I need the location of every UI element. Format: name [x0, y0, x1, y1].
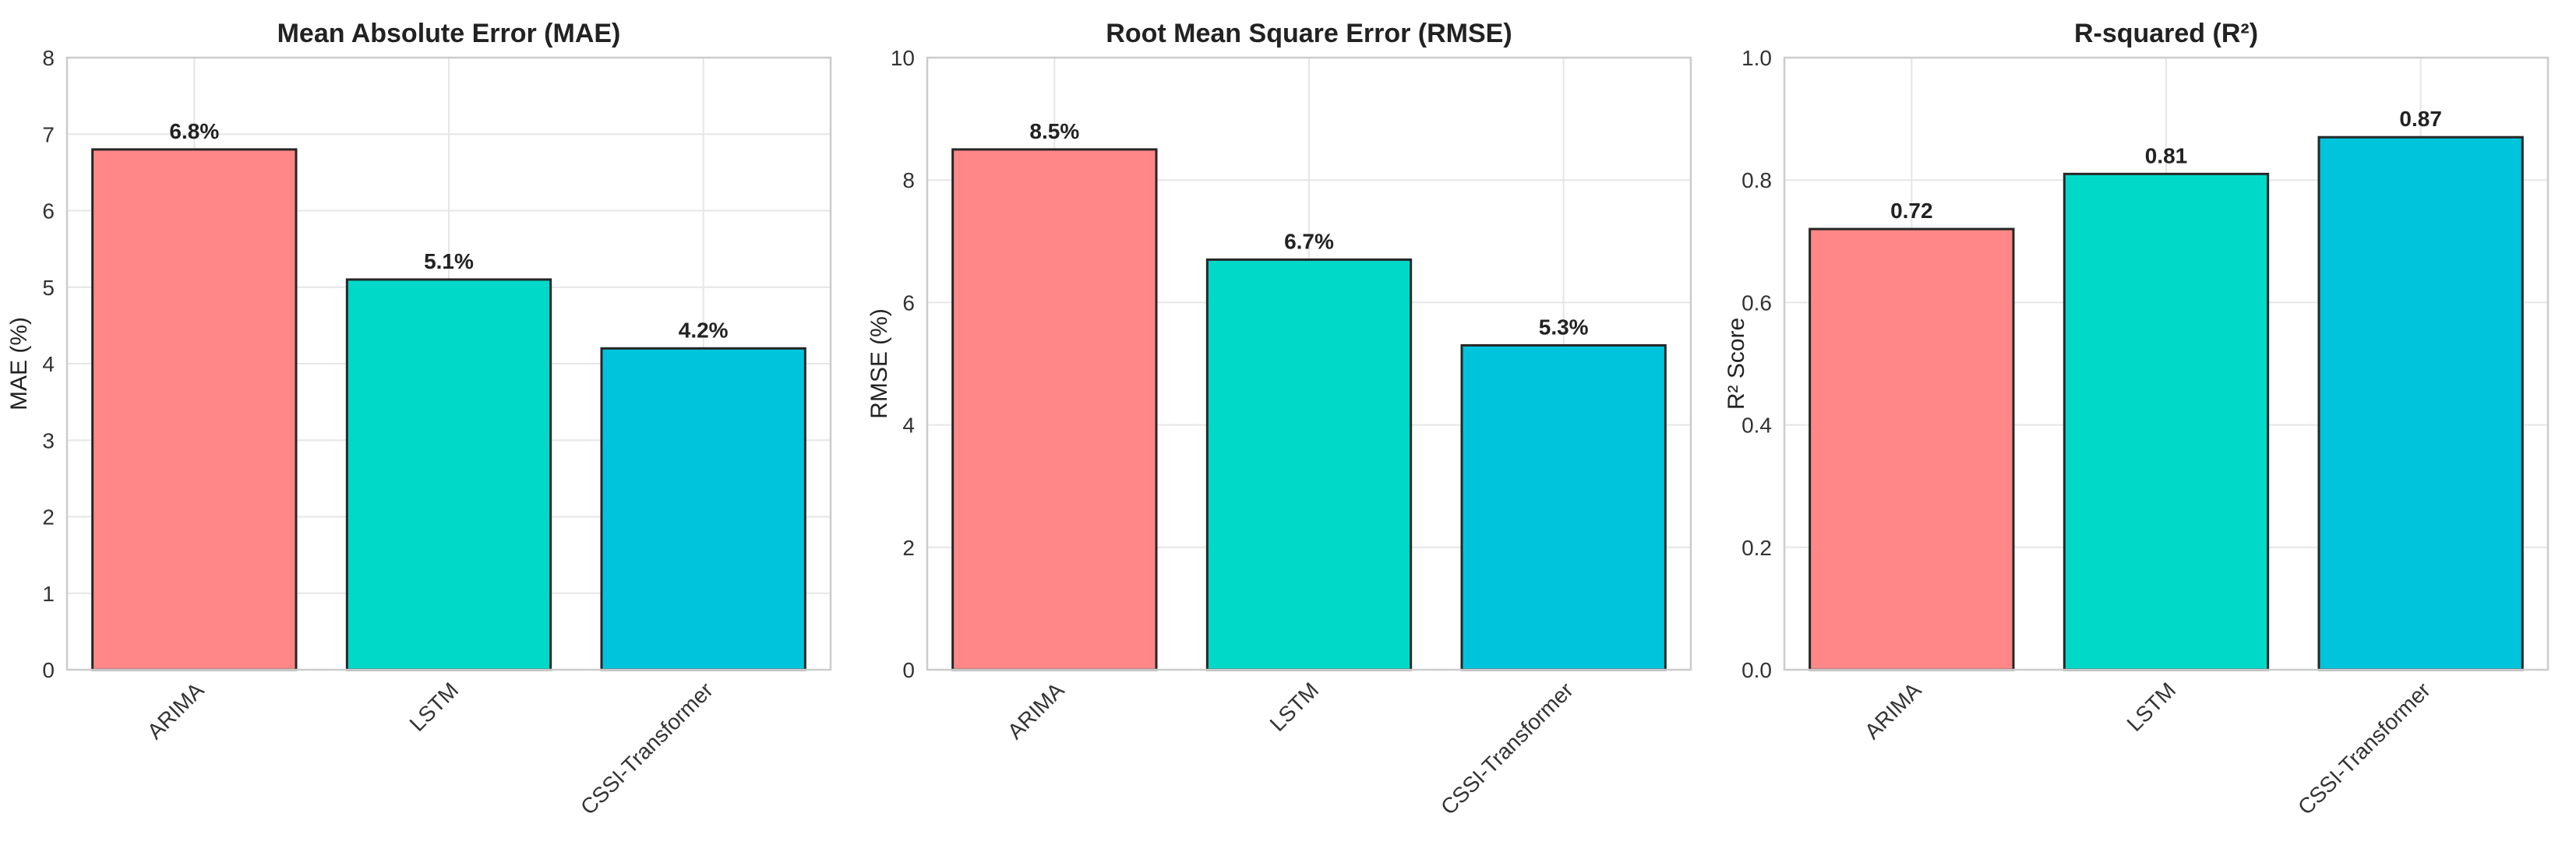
mae-ytick-label: 6	[42, 199, 55, 224]
rmse-data-label: 8.5%	[1029, 119, 1079, 143]
mae-ytick-label: 8	[42, 46, 55, 70]
rmse-chart: 8.5% 6.7% 5.3% 0 2 4 6 8 10 ARIMA LSTM CSSI-Transfo…	[866, 19, 1692, 819]
rmse-xtick-label: ARIMA	[1003, 678, 1069, 744]
r2-bar-cssi-transformer	[2317, 136, 2524, 671]
rmse-data-label: 5.3%	[1539, 315, 1589, 339]
r2-ytick-label: 0.0	[1741, 658, 1772, 682]
rmse-chart-title: Root Mean Square Error (RMSE)	[1106, 19, 1512, 48]
rmse-plot-frame	[926, 56, 1692, 671]
mae-ytick-label: 7	[42, 122, 55, 146]
mae-data-label: 5.1%	[424, 249, 474, 273]
mae-bar-arima	[91, 148, 298, 671]
r2-ytick-label: 0.2	[1741, 536, 1772, 560]
rmse-xtick-label: LSTM	[1265, 678, 1324, 736]
r2-data-label: 0.72	[1890, 199, 1933, 223]
r2-data-label: 0.87	[2399, 107, 2442, 131]
rmse-ytick-label: 8	[902, 168, 915, 192]
mae-ytick-label: 0	[42, 658, 55, 682]
mae-xtick-label: CSSI-Transformer	[576, 678, 718, 819]
r2-bar-lstm	[2063, 172, 2270, 671]
r2-ytick-label: 0.4	[1741, 414, 1772, 438]
r2-ylabel: R² Score	[1724, 318, 1749, 410]
mae-ytick-label: 3	[42, 428, 55, 452]
mae-bar-cssi-transformer	[600, 347, 806, 671]
rmse-bar-cssi-transformer	[1460, 343, 1667, 671]
rmse-ytick-label: 6	[902, 290, 915, 315]
rmse-bar-lstm	[1205, 258, 1413, 671]
mae-xtick-label: LSTM	[405, 678, 464, 736]
rmse-data-label: 6.7%	[1284, 229, 1334, 253]
rmse-ylabel: RMSE (%)	[866, 308, 892, 419]
mae-xtick-label: ARIMA	[143, 678, 209, 744]
r2-bar-arima	[1808, 227, 2015, 671]
mae-data-label: 6.8%	[169, 119, 219, 143]
mae-chart: 6.8% 5.1% 4.2% 0 1 2 3 4 5 6 7 8 ARIMA LSTM CSSI-Trans…	[6, 19, 832, 819]
r2-ytick-label: 0.6	[1741, 290, 1772, 315]
r2-xtick-label: LSTM	[2123, 678, 2181, 736]
mae-ytick-label: 2	[42, 505, 55, 530]
r2-chart-title: R-squared (R²)	[2074, 19, 2258, 48]
r2-xtick-label: ARIMA	[1860, 678, 1926, 744]
rmse-ytick-label: 0	[902, 658, 915, 682]
r2-ytick-label: 0.8	[1741, 168, 1772, 192]
rmse-ytick-label: 2	[902, 536, 915, 560]
rmse-ytick-label: 10	[891, 46, 915, 70]
mae-chart-title: Mean Absolute Error (MAE)	[277, 19, 621, 48]
mae-ytick-label: 1	[42, 582, 55, 606]
rmse-bar-arima	[951, 148, 1158, 671]
rmse-xtick-label: CSSI-Transformer	[1436, 678, 1578, 819]
mae-ylabel: MAE (%)	[6, 317, 32, 410]
mae-data-label: 4.2%	[679, 318, 729, 342]
r2-plot-frame	[1783, 56, 2550, 671]
mae-plot-frame	[65, 56, 832, 671]
r2-xtick-label: CSSI-Transformer	[2293, 678, 2435, 819]
mae-bar-lstm	[345, 278, 552, 671]
mae-ytick-label: 4	[42, 352, 55, 376]
mae-ytick-label: 5	[42, 276, 55, 300]
r2-chart: 0.72 0.81 0.87 0.0 0.2 0.4 0.6 0.8 1.0 ARIMA LSTM C…	[1724, 19, 2550, 819]
rmse-ytick-label: 4	[902, 414, 915, 438]
r2-ytick-label: 1.0	[1741, 46, 1772, 70]
r2-data-label: 0.81	[2145, 143, 2188, 167]
